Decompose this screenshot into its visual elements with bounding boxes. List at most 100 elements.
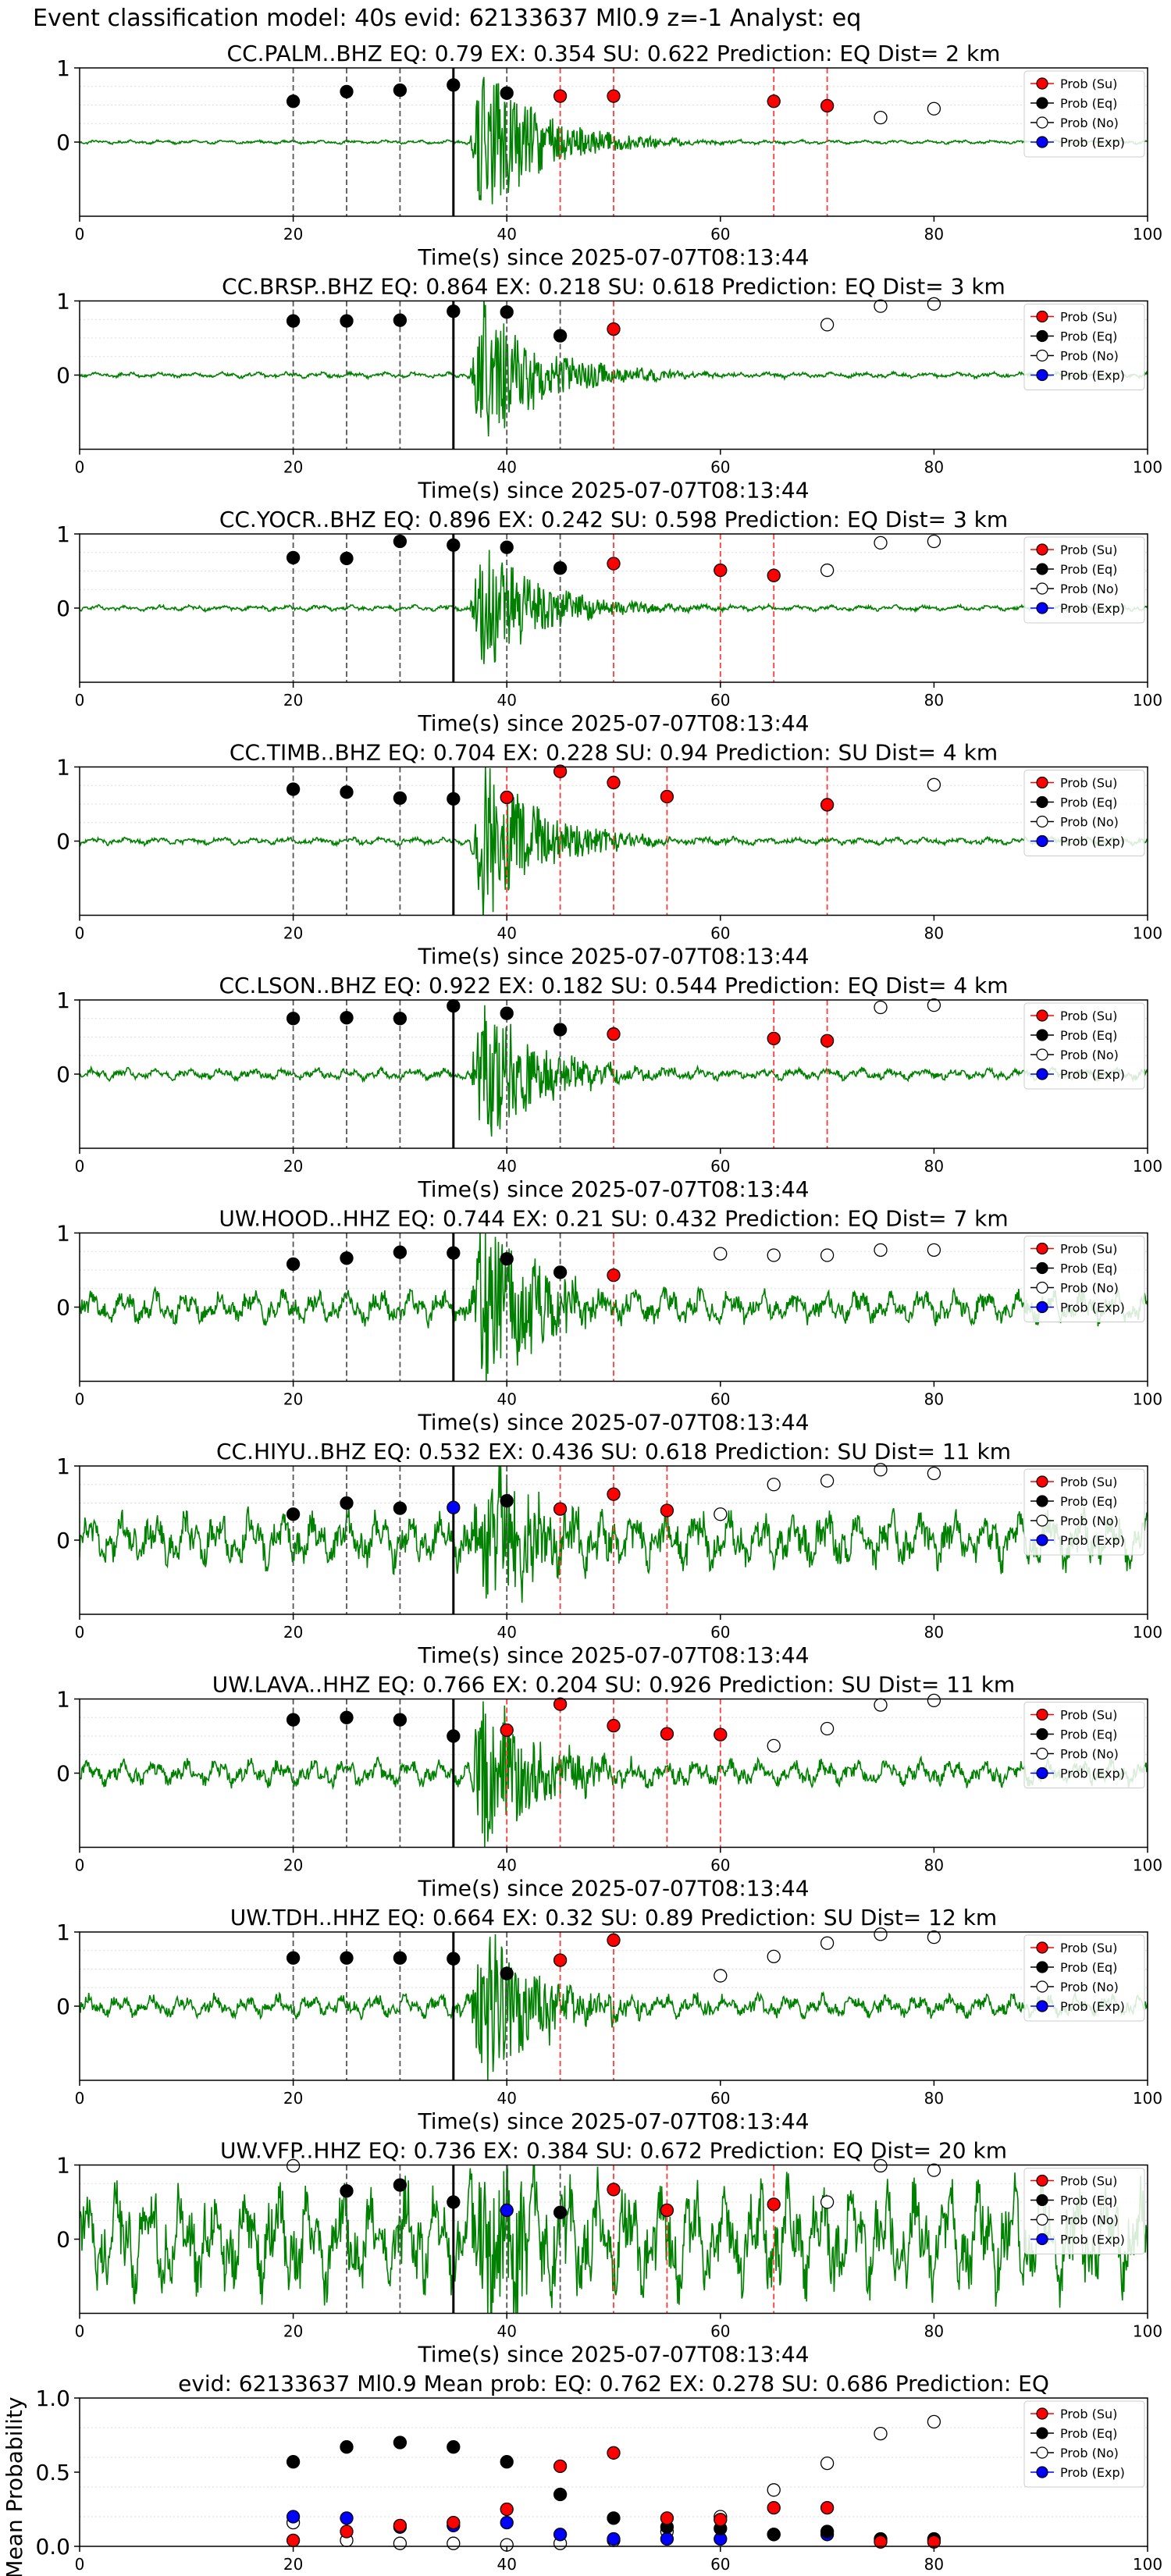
x-tick-label: 0 [75, 458, 85, 477]
legend-marker-su [1036, 1009, 1048, 1022]
x-tick-label: 80 [924, 2555, 944, 2574]
x-axis-label: Time(s) since 2025-07-07T08:13:44 [417, 944, 809, 970]
x-axis-label: Time(s) since 2025-07-07T08:13:44 [417, 244, 809, 270]
prob-point-su [714, 563, 728, 578]
legend-label: Prob (Eq) [1060, 96, 1117, 111]
prob-point-eq [286, 1012, 301, 1026]
legend: Prob (Su) Prob (Eq) Prob (No) Prob (Exp) [1023, 2400, 1145, 2488]
prob-point-eq [553, 329, 568, 343]
prob-point-no [927, 777, 941, 792]
x-tick-label: 20 [283, 1623, 303, 1642]
prob-point-exp [500, 2515, 514, 2530]
legend-label: Prob (Exp) [1060, 135, 1125, 150]
mean-probability-panel: evid: 62133637 Ml0.9 Mean prob: EQ: 0.76… [2, 2371, 1162, 2576]
prob-point-exp [340, 2511, 354, 2525]
x-tick-label: 60 [710, 1157, 730, 1176]
prob-point-eq [500, 1966, 514, 1980]
panel-title: UW.VFP..HHZ EQ: 0.736 EX: 0.384 SU: 0.67… [220, 2138, 1007, 2164]
x-tick-label: 80 [924, 1856, 944, 1875]
prob-point-eq [553, 1023, 568, 1037]
legend-marker-eq [1036, 97, 1048, 109]
y-tick-label: 0 [56, 829, 70, 855]
legend-marker-exp [1036, 602, 1048, 614]
prob-point-eq [286, 1951, 301, 1965]
legend-box [1023, 1702, 1145, 1788]
x-tick-label: 0 [75, 2555, 85, 2574]
x-tick-label: 0 [75, 225, 85, 244]
prob-point-eq [286, 314, 301, 328]
x-tick-label: 20 [283, 691, 303, 710]
x-axis-label: Time(s) since 2025-07-07T08:13:44 [417, 1642, 809, 1668]
prob-point-eq [393, 1501, 408, 1515]
y-tick-label: 1 [56, 289, 70, 315]
legend-label: Prob (Exp) [1060, 834, 1125, 849]
y-tick-label: 1 [56, 1453, 70, 1479]
legend-label: Prob (Exp) [1060, 2233, 1125, 2247]
prob-point-eq [340, 84, 354, 99]
prob-point-eq [447, 78, 461, 92]
legend: Prob (Su) Prob (Eq) Prob (No) Prob (Exp) [1023, 1934, 1145, 2022]
legend-box [1023, 304, 1145, 390]
prob-point-su [767, 568, 781, 582]
x-tick-label: 40 [497, 1623, 516, 1642]
x-tick-label: 60 [710, 225, 730, 244]
prob-point-su [553, 1953, 568, 1967]
prob-point-exp [553, 2528, 568, 2542]
legend-marker-no [1036, 1281, 1048, 1294]
station-panel-1: CC.PALM..BHZ EQ: 0.79 EX: 0.354 SU: 0.62… [56, 41, 1162, 270]
x-tick-label: 20 [283, 2555, 303, 2574]
legend: Prob (Su) Prob (Eq) Prob (No) Prob (Exp) [1023, 1468, 1145, 1556]
prob-point-eq [447, 1952, 461, 1966]
prob-point-su [767, 2197, 781, 2211]
legend: Prob (Su) Prob (Eq) Prob (No) Prob (Exp) [1023, 770, 1145, 856]
legend-label: Prob (Su) [1060, 2407, 1117, 2421]
prob-point-eq [447, 1729, 461, 1743]
legend-label: Prob (Exp) [1060, 601, 1125, 616]
legend-marker-exp [1036, 2466, 1048, 2478]
legend-label: Prob (Su) [1060, 1941, 1117, 1955]
x-tick-label: 40 [497, 924, 516, 943]
y-tick-label: 1 [56, 1221, 70, 1247]
prob-point-no [874, 535, 888, 550]
y-tick-label: 1 [56, 2153, 70, 2179]
prob-point-no [767, 1949, 781, 1964]
x-tick-label: 60 [710, 1623, 730, 1642]
prob-point-eq [447, 792, 461, 806]
x-tick-label: 20 [283, 2089, 303, 2108]
prob-point-su [447, 2515, 461, 2530]
prob-point-eq [393, 791, 408, 806]
legend-label: Prob (No) [1060, 349, 1119, 364]
prob-point-no [927, 101, 941, 116]
legend-marker-eq [1036, 563, 1048, 575]
legend-marker-exp [1036, 1300, 1048, 1314]
y-tick-label: 0 [56, 1528, 70, 1553]
prob-point-su [607, 2183, 621, 2197]
x-axis-label: Time(s) since 2025-07-07T08:13:44 [417, 1876, 809, 1902]
legend-label: Prob (Su) [1060, 1009, 1117, 1023]
panel-title: UW.LAVA..HHZ EQ: 0.766 EX: 0.204 SU: 0.9… [212, 1672, 1015, 1698]
x-tick-label: 60 [710, 2089, 730, 2108]
prob-point-eq [286, 782, 301, 796]
legend-marker-eq [1036, 1261, 1048, 1275]
prob-point-eq [553, 2487, 568, 2502]
legend-box [1023, 1236, 1145, 1322]
x-tick-label: 60 [710, 924, 730, 943]
prob-point-su [500, 2502, 514, 2517]
legend-label: Prob (No) [1060, 1747, 1119, 1762]
legend-label: Prob (Su) [1060, 1708, 1117, 1723]
legend-label: Prob (Eq) [1060, 1727, 1117, 1742]
legend-label: Prob (Su) [1060, 2174, 1117, 2189]
panel-title: UW.TDH..HHZ EQ: 0.664 EX: 0.32 SU: 0.89 … [230, 1905, 997, 1930]
prob-point-no [714, 1507, 728, 1521]
prob-point-eq [340, 785, 354, 799]
y-tick-label: 1 [56, 1687, 70, 1713]
x-tick-label: 20 [283, 1390, 303, 1409]
prob-point-no [820, 1721, 835, 1736]
prob-point-su [553, 1502, 568, 1516]
prob-point-no [927, 297, 941, 311]
x-tick-label: 60 [710, 1390, 730, 1409]
x-tick-label: 40 [497, 458, 516, 477]
x-tick-label: 100 [1133, 458, 1162, 477]
legend-label: Prob (No) [1060, 116, 1119, 130]
